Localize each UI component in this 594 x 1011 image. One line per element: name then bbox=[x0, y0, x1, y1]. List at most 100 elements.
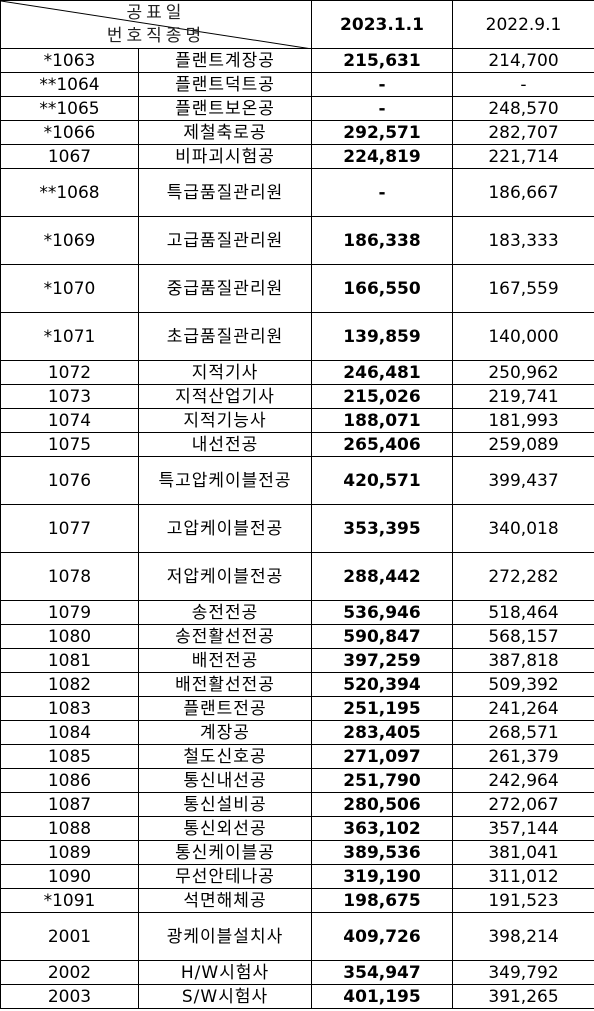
wage-current-cell: 363,102 bbox=[311, 816, 453, 841]
wage-previous-cell: - bbox=[452, 72, 594, 97]
table-row: *1069 고급품질관리원 186,338 183,333 bbox=[0, 216, 594, 265]
wage-current-cell: 224,819 bbox=[311, 144, 453, 169]
wage-current-cell: 283,405 bbox=[311, 720, 453, 745]
job-name-cell: 통신케이블공 bbox=[138, 840, 312, 865]
wage-current-cell: 397,259 bbox=[311, 648, 453, 673]
job-name-cell: 배전전공 bbox=[138, 648, 312, 673]
table-row: 1074 지적기능사 188,071 181,993 bbox=[0, 408, 594, 433]
table-row: 1090 무선안테나공 319,190 311,012 bbox=[0, 864, 594, 889]
job-code-cell: 1087 bbox=[0, 792, 139, 817]
table-row: 1085 철도신호공 271,097 261,379 bbox=[0, 744, 594, 769]
job-name-cell: 통신내선공 bbox=[138, 768, 312, 793]
table-row: **1068 특급품질관리원 -186,667 bbox=[0, 168, 594, 217]
table-row: 1079 송전전공 536,946 518,464 bbox=[0, 600, 594, 625]
job-name-cell: 플랜트덕트공 bbox=[138, 72, 312, 97]
wage-current-cell: 520,394 bbox=[311, 672, 453, 697]
job-code-cell: *1069 bbox=[0, 216, 139, 265]
job-name-cell: 배전활선전공 bbox=[138, 672, 312, 697]
job-name-cell: 특급품질관리원 bbox=[138, 168, 312, 217]
job-name-cell: 지적기능사 bbox=[138, 408, 312, 433]
job-code-cell: 1084 bbox=[0, 720, 139, 745]
job-code-cell: 1077 bbox=[0, 504, 139, 553]
job-code-cell: 1072 bbox=[0, 360, 139, 385]
job-code-cell: 1090 bbox=[0, 864, 139, 889]
wage-current-cell: 251,790 bbox=[311, 768, 453, 793]
wage-current-cell: 186,338 bbox=[311, 216, 453, 265]
wage-current-cell: 354,947 bbox=[311, 960, 453, 985]
wage-current-cell: 353,395 bbox=[311, 504, 453, 553]
job-name-cell: 내선전공 bbox=[138, 432, 312, 457]
wage-previous-cell: 268,571 bbox=[452, 720, 594, 745]
wage-previous-cell: 282,707 bbox=[452, 120, 594, 145]
job-name-cell: 플랜트전공 bbox=[138, 696, 312, 721]
table-row: 2002 H/W시험사 354,947 349,792 bbox=[0, 960, 594, 985]
job-name-cell: H/W시험사 bbox=[138, 960, 312, 985]
job-code-cell: 2001 bbox=[0, 912, 139, 961]
wage-previous-cell: 181,993 bbox=[452, 408, 594, 433]
wage-previous-cell: 272,282 bbox=[452, 552, 594, 601]
job-code-cell: **1065 bbox=[0, 96, 139, 121]
table-row: 1075 내선전공 265,406 259,089 bbox=[0, 432, 594, 457]
wage-previous-cell: 250,962 bbox=[452, 360, 594, 385]
job-name-cell: 송전전공 bbox=[138, 600, 312, 625]
job-name-cell: 지적기사 bbox=[138, 360, 312, 385]
wage-current-cell: 401,195 bbox=[311, 984, 453, 1009]
job-name-cell: 특고압케이블전공 bbox=[138, 456, 312, 505]
job-name-cell: 플랜트보온공 bbox=[138, 96, 312, 121]
wage-current-cell: 536,946 bbox=[311, 600, 453, 625]
wage-previous-cell: 186,667 bbox=[452, 168, 594, 217]
wage-previous-cell: 518,464 bbox=[452, 600, 594, 625]
table-row: 1077 고압케이블전공 353,395 340,018 bbox=[0, 504, 594, 553]
job-code-cell: 1073 bbox=[0, 384, 139, 409]
job-name-cell: 고급품질관리원 bbox=[138, 216, 312, 265]
wage-current-cell: 420,571 bbox=[311, 456, 453, 505]
job-code-cell: 1086 bbox=[0, 768, 139, 793]
wage-current-cell: 215,631 bbox=[311, 48, 453, 73]
job-name-cell: 무선안테나공 bbox=[138, 864, 312, 889]
job-name-cell: 통신외선공 bbox=[138, 816, 312, 841]
wage-current-cell: 215,026 bbox=[311, 384, 453, 409]
table-row: 1078 저압케이블전공 288,442 272,282 bbox=[0, 552, 594, 601]
job-code-cell: *1071 bbox=[0, 312, 139, 361]
job-code-cell: **1068 bbox=[0, 168, 139, 217]
job-name-cell: 석면해체공 bbox=[138, 888, 312, 913]
job-code-cell: 1088 bbox=[0, 816, 139, 841]
wage-current-cell: 251,195 bbox=[311, 696, 453, 721]
column-header-previous: 2022.9.1 bbox=[452, 0, 594, 49]
wage-current-cell: 409,726 bbox=[311, 912, 453, 961]
table-body: *1063 플랜트계장공 215,631 214,700 **1064 플랜트덕트공 - - *… bbox=[0, 48, 594, 1009]
job-code-cell: 1074 bbox=[0, 408, 139, 433]
job-name-cell: 제철축로공 bbox=[138, 120, 312, 145]
job-name-cell: 비파괴시험공 bbox=[138, 144, 312, 169]
wage-current-cell: - bbox=[311, 72, 453, 97]
wage-previous-cell: 219,741 bbox=[452, 384, 594, 409]
table-row: 1072 지적기사 246,481 250,962 bbox=[0, 360, 594, 385]
job-code-cell: 2002 bbox=[0, 960, 139, 985]
table-row: 2001 광케이블설치사 409,726 398,214 bbox=[0, 912, 594, 961]
job-code-cell: *1066 bbox=[0, 120, 139, 145]
wage-current-cell: 288,442 bbox=[311, 552, 453, 601]
wage-previous-cell: 191,523 bbox=[452, 888, 594, 913]
diagonal-divider bbox=[1, 1, 306, 48]
table-row: 1083 플랜트전공 251,195 241,264 bbox=[0, 696, 594, 721]
job-code-cell: 2003 bbox=[0, 984, 139, 1009]
wage-current-cell: 166,550 bbox=[311, 264, 453, 313]
job-code-cell: 1080 bbox=[0, 624, 139, 649]
job-name-cell: 광케이블설치사 bbox=[138, 912, 312, 961]
job-name-cell: 통신설비공 bbox=[138, 792, 312, 817]
wage-current-cell: 590,847 bbox=[311, 624, 453, 649]
wage-current-cell: 292,571 bbox=[311, 120, 453, 145]
wage-previous-cell: 387,818 bbox=[452, 648, 594, 673]
wage-current-cell: 271,097 bbox=[311, 744, 453, 769]
wage-current-cell: 139,859 bbox=[311, 312, 453, 361]
job-name-cell: 지적산업기사 bbox=[138, 384, 312, 409]
wage-current-cell: 280,506 bbox=[311, 792, 453, 817]
wage-previous-cell: 272,067 bbox=[452, 792, 594, 817]
wage-previous-cell: 509,392 bbox=[452, 672, 594, 697]
table-row: 1073 지적산업기사 215,026 219,741 bbox=[0, 384, 594, 409]
wage-previous-cell: 167,559 bbox=[452, 264, 594, 313]
table-row: 1076 특고압케이블전공 420,571 399,437 bbox=[0, 456, 594, 505]
wage-previous-cell: 259,089 bbox=[452, 432, 594, 457]
wage-current-cell: - bbox=[311, 96, 453, 121]
table-row: 1086 통신내선공 251,790 242,964 bbox=[0, 768, 594, 793]
